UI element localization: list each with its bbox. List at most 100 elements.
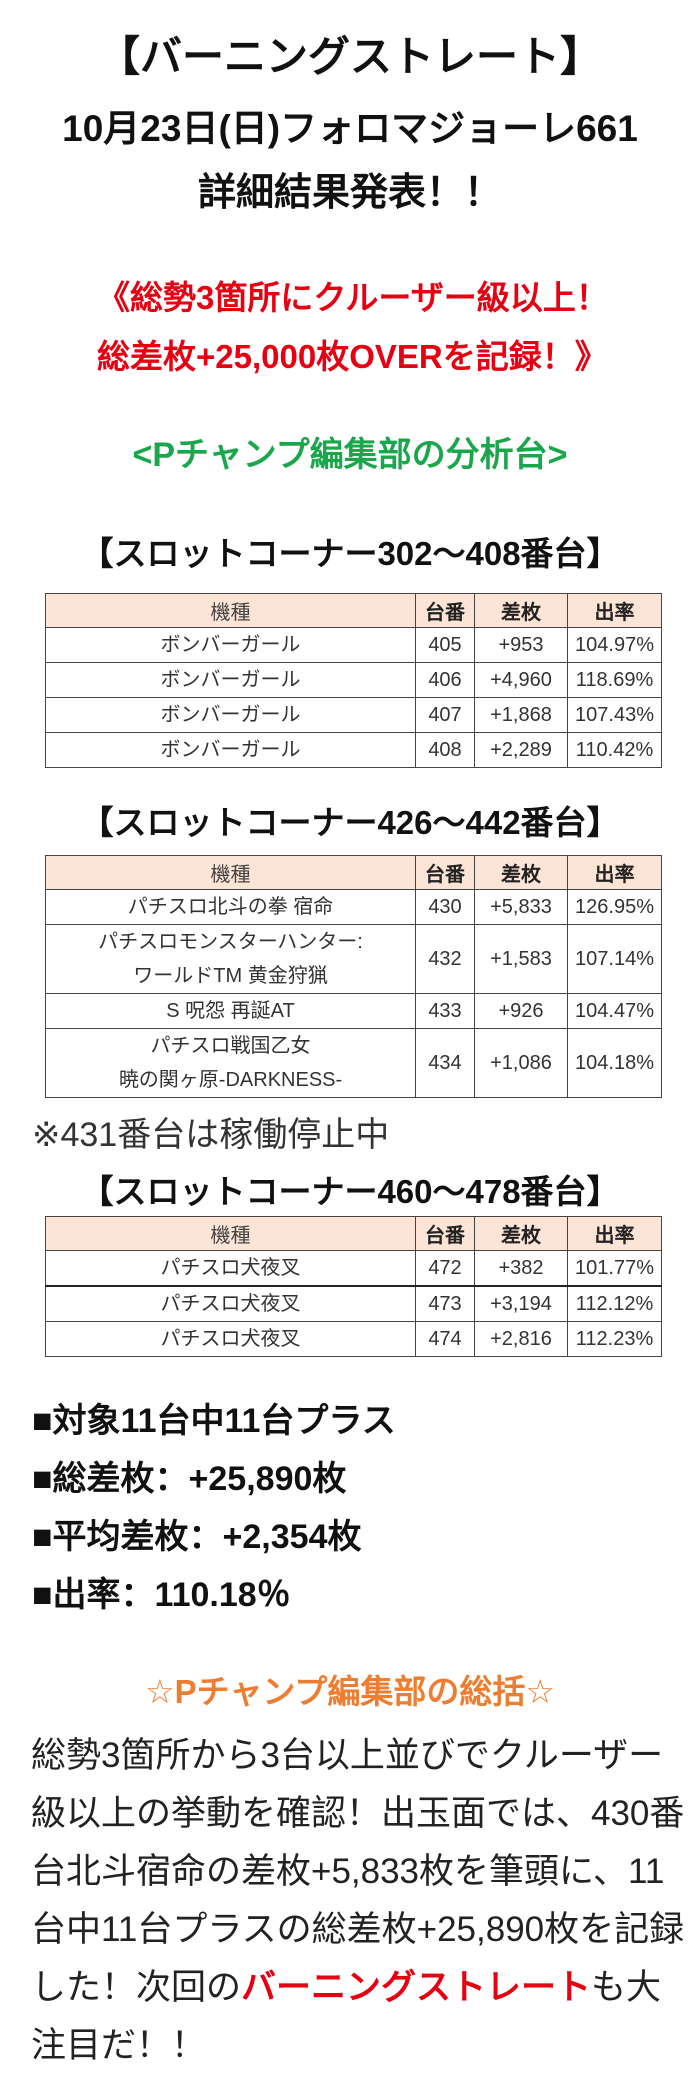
coin-diff-cell: +2,289 [474, 732, 568, 768]
summary-average-diff: ■平均差枚：+2,354枚 [32, 1518, 362, 1556]
machine-name-cell: パチスロ犬夜叉 [45, 1285, 416, 1322]
commentary-text: 注目だ！！ [31, 2026, 207, 2065]
payout-rate-cell: 110.42% [567, 732, 662, 768]
unit-number-cell: 405 [415, 627, 475, 663]
table-row: ボンバーガール 406 +4,960 118.69% [45, 662, 662, 698]
section-heading-302-408: 【スロットコーナー302〜408番台】 [80, 535, 620, 572]
machine-name-line-2: 暁の関ヶ原-DARKNESS- [118, 1069, 343, 1091]
coin-diff-cell: +382 [474, 1250, 568, 1287]
column-header-machine: 機種 [45, 1216, 416, 1251]
commentary-text: 台中11台プラスの総差枚+25,890枚を記録 [31, 1910, 685, 1949]
highlight-line-1: 《総勢3箇所にクルーザー級以上！ [97, 279, 609, 316]
machine-name-cell: ボンバーガール [45, 697, 416, 733]
payout-rate-cell: 107.43% [567, 697, 662, 733]
column-header-machine: 機種 [45, 855, 416, 890]
machine-name-cell: ボンバーガール [45, 732, 416, 768]
event-name-highlight: バーニングストレート [241, 1968, 592, 2007]
unit-number-cell: 406 [415, 662, 475, 698]
coin-diff-cell: +3,194 [474, 1285, 568, 1322]
payout-rate-cell: 104.47% [567, 993, 662, 1029]
page-title: 【バーニングストレート】 [97, 33, 602, 80]
machine-name-cell: ボンバーガール [45, 662, 416, 698]
summary-total-diff: ■総差枚：+25,890枚 [32, 1460, 347, 1498]
commentary-text: 総勢3箇所から3台以上並びでクルーザー [31, 1736, 664, 1775]
result-table-460-478: 機種 台番 差枚 出率 パチスロ犬夜叉 472 +382 101.77% パチス… [45, 1216, 662, 1357]
column-header-rate: 出率 [567, 593, 662, 628]
commentary-text: 台北斗宿命の差枚+5,833枚を筆頭に、11 [31, 1852, 665, 1891]
machine-name-line-2: ワールドTM 黄金狩猟 [133, 965, 328, 987]
result-table-426-442: 機種 台番 差枚 出率 パチスロ北斗の拳 宿命 430 +5,833 126.9… [45, 855, 662, 1098]
table-row: パチスロ戦国乙女 暁の関ヶ原-DARKNESS- 434 +1,086 104.… [45, 1028, 662, 1098]
table-row: ボンバーガール 407 +1,868 107.43% [45, 697, 662, 733]
coin-diff-cell: +1,868 [474, 697, 568, 733]
coin-diff-cell: +2,816 [474, 1321, 568, 1357]
coin-diff-cell: +5,833 [474, 889, 568, 925]
payout-rate-cell: 107.14% [567, 924, 662, 994]
commentary-text: した！次回の [31, 1968, 242, 2007]
table-header-row: 機種 台番 差枚 出率 [45, 593, 662, 628]
out-of-service-note: ※431番台は稼働停止中 [32, 1116, 390, 1154]
machine-name-cell: パチスロ犬夜叉 [45, 1250, 416, 1287]
unit-number-cell: 407 [415, 697, 475, 733]
analysis-heading: <Pチャンプ編集部の分析台> [132, 436, 568, 474]
commentary-line: 級以上の挙動を確認！出玉面では、430番 [31, 1785, 684, 1843]
machine-name-cell: ボンバーガール [45, 627, 416, 663]
machine-name-line-1: パチスロモンスターハンター: [98, 931, 363, 953]
machine-name-line-1: パチスロ戦国乙女 [150, 1035, 311, 1057]
event-date-venue: 10月23日(日)フォロマジョーレ661 [62, 108, 638, 149]
unit-number-cell: 473 [415, 1285, 475, 1322]
column-header-diff: 差枚 [474, 1216, 568, 1251]
commentary-text: 級以上の挙動を確認！出玉面では、430番 [31, 1794, 685, 1833]
column-header-unit: 台番 [415, 1216, 475, 1251]
summary-payout-rate: ■出率：110.18％ [32, 1576, 291, 1614]
commentary-heading: ☆Pチャンプ編集部の総括☆ [145, 1673, 555, 1710]
announcement-heading: 詳細結果発表！！ [197, 172, 502, 214]
machine-name: パチスロ北斗の拳 宿命 [127, 896, 334, 918]
unit-number-cell: 432 [415, 924, 475, 994]
commentary-line: 総勢3箇所から3台以上並びでクルーザー [31, 1727, 684, 1785]
table-row: ボンバーガール 408 +2,289 110.42% [45, 732, 662, 768]
payout-rate-cell: 112.12% [567, 1285, 662, 1322]
commentary-line: 台北斗宿命の差枚+5,833枚を筆頭に、11 [31, 1843, 684, 1901]
payout-rate-cell: 126.95% [567, 889, 662, 925]
highlight-line-2: 総差枚+25,000枚OVERを記録！》 [97, 338, 608, 375]
table-row: パチスロ犬夜叉 474 +2,816 112.23% [45, 1321, 662, 1357]
commentary-line: 台中11台プラスの総差枚+25,890枚を記録 [31, 1901, 684, 1959]
payout-rate-cell: 101.77% [567, 1250, 662, 1287]
commentary-line: した！次回のバーニングストレートも大 [31, 1959, 684, 2017]
commentary-line: 注目だ！！ [31, 2017, 684, 2075]
machine-name: パチスロ犬夜叉 [160, 1328, 301, 1350]
machine-name: ボンバーガール [160, 739, 301, 761]
commentary-text: も大 [591, 1968, 662, 2007]
coin-diff-cell: +926 [474, 993, 568, 1029]
machine-name-cell: パチスロ北斗の拳 宿命 [45, 889, 416, 925]
coin-diff-cell: +1,583 [474, 924, 568, 994]
column-header-rate: 出率 [567, 855, 662, 890]
table-row: パチスロ犬夜叉 472 +382 101.77% [45, 1250, 662, 1287]
coin-diff-cell: +1,086 [474, 1028, 568, 1098]
machine-name: S 呪怨 再誕AT [166, 1000, 295, 1022]
highlight-block: 《総勢3箇所にクルーザー級以上！ 総差枚+25,000枚OVERを記録！》 [97, 268, 609, 386]
commentary-body: 総勢3箇所から3台以上並びでクルーザー 級以上の挙動を確認！出玉面では、430番… [31, 1727, 684, 2075]
payout-rate-cell: 104.97% [567, 627, 662, 663]
column-header-unit: 台番 [415, 593, 475, 628]
machine-name-cell: パチスロ犬夜叉 [45, 1321, 416, 1357]
column-header-machine: 機種 [45, 593, 416, 628]
coin-diff-cell: +953 [474, 627, 568, 663]
column-header-unit: 台番 [415, 855, 475, 890]
unit-number-cell: 472 [415, 1250, 475, 1287]
machine-name: パチスロ犬夜叉 [160, 1257, 301, 1279]
machine-name: ボンバーガール [160, 704, 301, 726]
section-heading-426-442: 【スロットコーナー426〜442番台】 [80, 804, 620, 841]
unit-number-cell: 433 [415, 993, 475, 1029]
machine-name-cell: パチスロモンスターハンター: ワールドTM 黄金狩猟 [45, 924, 416, 994]
table-row: パチスロ犬夜叉 473 +3,194 112.12% [45, 1285, 662, 1322]
unit-number-cell: 474 [415, 1321, 475, 1357]
column-header-rate: 出率 [567, 1216, 662, 1251]
unit-number-cell: 434 [415, 1028, 475, 1098]
summary-plus-count: ■対象11台中11台プラス [32, 1402, 396, 1440]
summary-block: ■対象11台中11台プラス ■総差枚：+25,890枚 ■平均差枚：+2,354… [32, 1392, 396, 1624]
machine-name-cell: S 呪怨 再誕AT [45, 993, 416, 1029]
table-row: S 呪怨 再誕AT 433 +926 104.47% [45, 993, 662, 1029]
unit-number-cell: 408 [415, 732, 475, 768]
